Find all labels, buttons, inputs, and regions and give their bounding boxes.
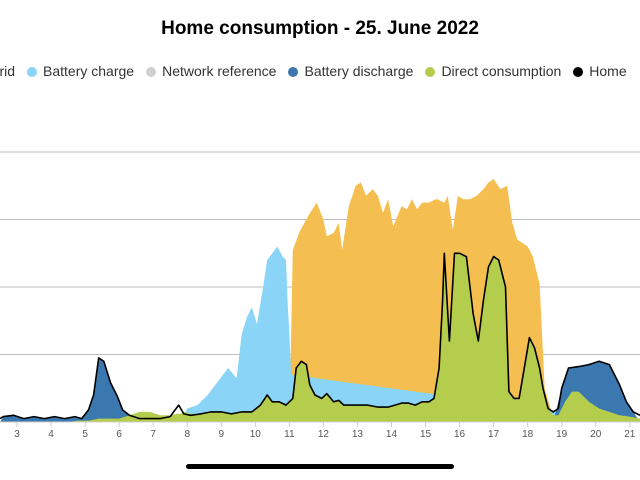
legend-item-home[interactable]: Home [573,63,627,79]
x-tick-label: 14 [386,429,398,440]
x-tick-label: 21 [624,429,636,440]
legend-item-o-grid[interactable]: o grid [0,63,15,79]
series-area-battery-charge [0,246,640,422]
x-tick-label: 4 [48,429,54,440]
x-tick-label: 20 [590,429,602,440]
x-tick-label: 17 [488,429,500,440]
x-tick-label: 13 [352,429,364,440]
x-tick-label: 15 [420,429,432,440]
chart-legend[interactable]: o grid Battery charge Network reference Bat… [0,63,639,79]
legend-label: Network reference [162,63,277,79]
x-tick-label: 7 [150,429,156,440]
legend-item-network-reference[interactable]: Network reference [146,63,276,79]
legend-label: Home [589,63,627,79]
legend-item-direct-consumption[interactable]: Direct consumption [425,63,561,79]
x-tick-label: 12 [318,429,330,440]
home-indicator-bar [186,464,454,469]
x-tick-label: 9 [218,429,224,440]
x-tick-label: 6 [116,429,122,440]
x-tick-label: 19 [556,429,568,440]
legend-label: o grid [0,63,16,79]
x-tick-label: 10 [250,429,262,440]
legend-label: Battery charge [43,63,135,79]
legend-item-battery-charge[interactable]: Battery charge [27,63,134,79]
series-line-home [0,252,640,420]
x-tick-label: 5 [82,429,88,440]
legend-label: Direct consumption [441,63,562,79]
legend-dot-icon [146,67,157,77]
x-tick-label: 3 [14,429,20,440]
chart-title: Home consumption - 25. June 2022 [161,18,479,39]
x-tick-label: 16 [454,429,466,440]
legend-dot-icon [27,67,38,77]
legend-label: Battery discharge [304,63,414,79]
legend-dot-icon [288,67,299,77]
series-area-direct-consumption [0,253,640,422]
x-tick-label: 18 [522,429,534,440]
legend-item-battery-discharge[interactable]: Battery discharge [288,63,413,79]
legend-dot-icon [573,67,584,77]
legend-dot-icon [425,67,436,77]
x-tick-label: 8 [184,429,190,440]
x-tick-label: 11 [284,429,295,440]
